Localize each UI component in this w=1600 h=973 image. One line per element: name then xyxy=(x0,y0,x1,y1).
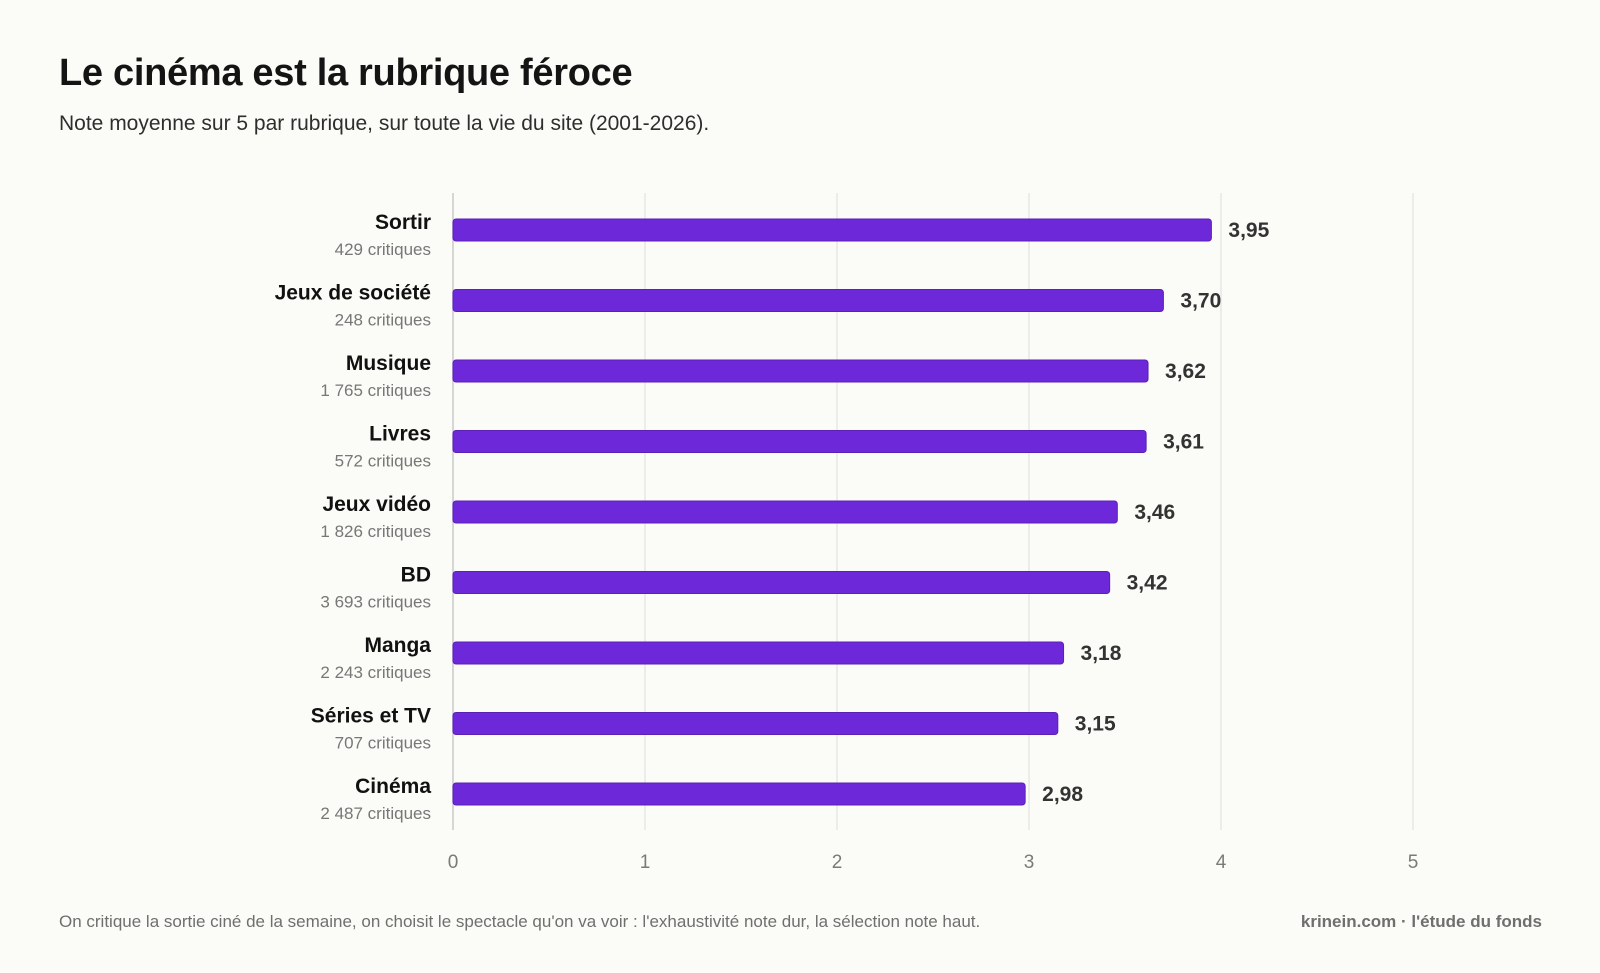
value-label: 3,15 xyxy=(1075,713,1116,736)
value-label: 3,95 xyxy=(1228,219,1269,242)
bar-4 xyxy=(452,500,1118,524)
count-label: 1 826 critiques xyxy=(320,522,431,541)
count-label: 707 critiques xyxy=(335,734,431,753)
bars xyxy=(452,218,1212,806)
category-label: Musique xyxy=(346,352,431,375)
value-labels: 3,95 3,70 3,62 3,61 3,46 3,42 3,18 3,15 2,98 xyxy=(1042,219,1269,806)
x-tick-label: 3 xyxy=(1024,852,1035,873)
category-label: Manga xyxy=(364,634,431,657)
x-tick-label: 4 xyxy=(1216,852,1227,873)
count-label: 572 critiques xyxy=(335,452,431,471)
chart-subtitle: Note moyenne sur 5 par rubrique, sur tou… xyxy=(59,112,710,135)
bar-6 xyxy=(452,641,1065,665)
category-label: Livres xyxy=(369,423,431,446)
value-label: 3,46 xyxy=(1134,501,1175,524)
bar-8 xyxy=(452,782,1026,806)
category-labels: Sortir 429 critiques Jeux de société 248 cr… xyxy=(275,211,432,823)
category-label: Sortir xyxy=(375,211,431,234)
x-tick-label: 1 xyxy=(640,852,651,873)
category-label: Jeux vidéo xyxy=(322,493,431,516)
x-axis-ticks: 0 1 2 3 4 5 xyxy=(448,852,1419,873)
value-label: 3,18 xyxy=(1081,642,1122,665)
value-label: 2,98 xyxy=(1042,783,1083,806)
count-label: 248 critiques xyxy=(335,311,431,330)
bar-2 xyxy=(452,359,1149,383)
value-label: 3,61 xyxy=(1163,431,1204,454)
chart-title: Le cinéma est la rubrique féroce xyxy=(59,52,633,94)
count-label: 3 693 critiques xyxy=(320,593,431,612)
count-label: 1 765 critiques xyxy=(320,381,431,400)
count-label: 2 243 critiques xyxy=(320,663,431,682)
footer-note: On critique la sortie ciné de la semaine… xyxy=(59,912,981,931)
bar-0 xyxy=(452,218,1212,242)
category-label: Cinéma xyxy=(355,775,431,798)
category-label: BD xyxy=(401,564,431,587)
x-tick-label: 0 xyxy=(448,852,459,873)
value-label: 3,62 xyxy=(1165,360,1206,383)
count-label: 429 critiques xyxy=(335,240,431,259)
bar-1 xyxy=(452,289,1164,312)
category-label: Séries et TV xyxy=(311,705,431,728)
value-label: 3,70 xyxy=(1180,290,1221,313)
category-label: Jeux de société xyxy=(275,282,431,305)
bar-7 xyxy=(452,712,1059,735)
x-tick-label: 5 xyxy=(1408,852,1419,873)
bar-3 xyxy=(452,430,1147,453)
x-tick-label: 2 xyxy=(832,852,843,873)
value-label: 3,42 xyxy=(1127,572,1168,595)
footer-credit: krinein.com · l'étude du fonds xyxy=(1300,912,1542,931)
bar-5 xyxy=(452,571,1111,594)
count-label: 2 487 critiques xyxy=(320,804,431,823)
